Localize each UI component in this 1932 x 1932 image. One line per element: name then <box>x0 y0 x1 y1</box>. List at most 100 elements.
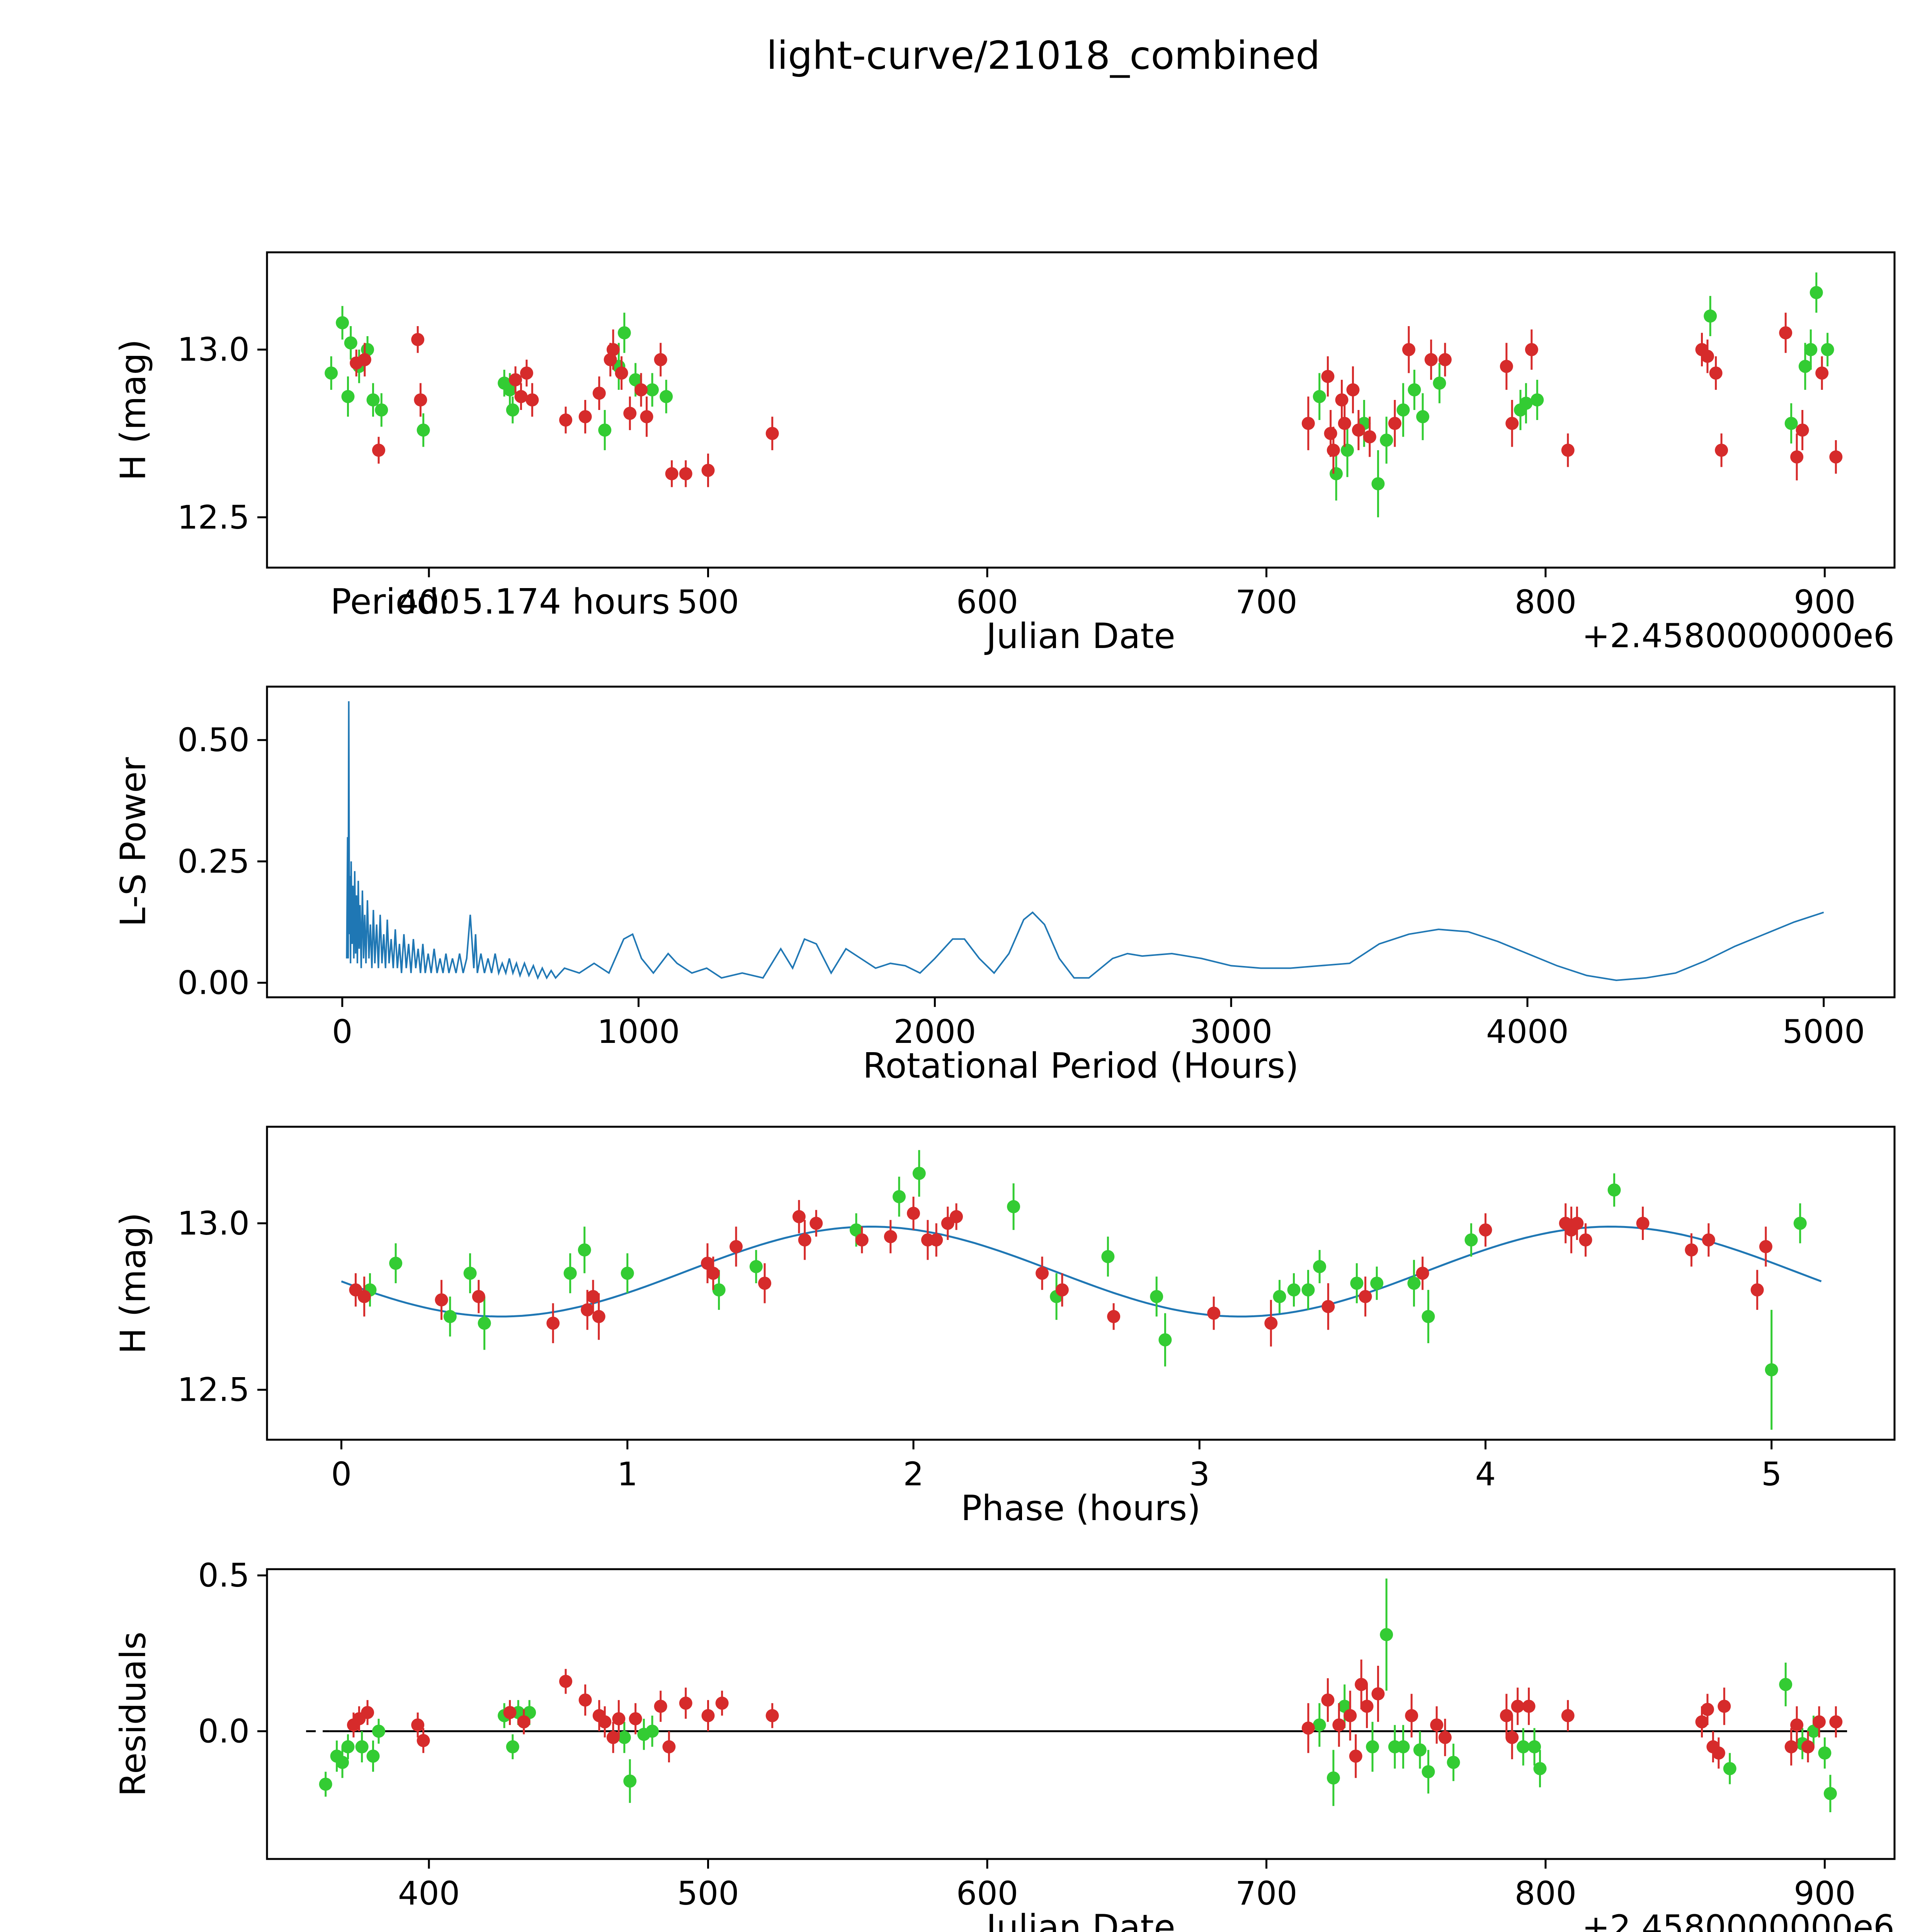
x-tick-label: 700 <box>1235 1874 1297 1912</box>
data-point <box>1402 343 1415 356</box>
sine-fit-line <box>341 1225 1822 1318</box>
axis-frame <box>266 685 1896 998</box>
x-tick-label: 2 <box>903 1455 923 1493</box>
x-tick-label: 4 <box>1475 1455 1496 1493</box>
data-point <box>503 1706 517 1719</box>
data-point <box>592 1310 605 1323</box>
data-point <box>341 1740 355 1753</box>
data-point <box>1695 1715 1709 1729</box>
data-point <box>1370 1277 1384 1290</box>
data-point <box>503 383 517 396</box>
data-point <box>1804 343 1818 356</box>
data-point <box>1531 393 1544 406</box>
period-annotation: Period: 5.174 hours <box>330 582 670 622</box>
data-point <box>617 1731 631 1744</box>
data-point <box>1396 1740 1410 1753</box>
lightcurve-y-axis-label: H (mag) <box>113 339 154 481</box>
data-point <box>606 343 620 356</box>
data-point <box>1823 1787 1837 1800</box>
data-point <box>1424 353 1438 366</box>
data-point <box>563 1267 577 1280</box>
data-point <box>1561 1709 1575 1723</box>
lomb-scargle-periodogram-panel: 0 1000 2000 3000 4000 5000 0.00 0.25 0.50 <box>177 685 1896 1051</box>
data-point <box>706 1267 720 1280</box>
data-point <box>336 316 349 330</box>
data-point <box>749 1260 763 1273</box>
data-point <box>1330 467 1343 480</box>
data-point <box>1422 1765 1435 1779</box>
y-tick-label: 0.0 <box>198 1712 250 1750</box>
lightcurve-x-axis-label: Julian Date <box>986 616 1175 656</box>
data-point <box>1712 1746 1725 1760</box>
data-point <box>1438 353 1452 366</box>
data-point <box>1350 1277 1364 1290</box>
data-point <box>1479 1223 1492 1237</box>
data-point <box>606 1731 620 1744</box>
data-point <box>906 1207 920 1220</box>
phase-y-axis-label: H (mag) <box>113 1212 154 1354</box>
x-tick-label: 700 <box>1235 583 1297 621</box>
data-point <box>578 410 592 423</box>
data-point <box>411 1718 425 1732</box>
data-point <box>1301 417 1315 430</box>
data-point <box>1371 1687 1385 1701</box>
residuals-x-axis-label: Julian Date <box>986 1907 1175 1932</box>
residuals-x-offset-label: +2.4580000000e6 <box>1582 1908 1895 1932</box>
data-point <box>1784 417 1798 430</box>
data-point <box>1355 1678 1368 1691</box>
data-point <box>1301 1721 1315 1735</box>
data-point <box>679 1696 692 1710</box>
data-point <box>1338 417 1351 430</box>
data-point <box>1570 1216 1584 1230</box>
data-point <box>1380 1628 1393 1641</box>
data-point <box>1561 444 1575 457</box>
data-point <box>1344 1709 1357 1723</box>
data-point <box>357 1290 371 1303</box>
data-point <box>1500 360 1513 373</box>
residuals-panel: 400 500 600 700 800 900 0.0 0.5 <box>198 1556 1896 1912</box>
data-point <box>679 467 692 480</box>
data-point <box>1759 1240 1772 1253</box>
data-point <box>629 1712 642 1726</box>
periodogram-y-axis-label: L-S Power <box>113 757 154 927</box>
data-point <box>912 1167 926 1180</box>
data-point <box>1829 450 1843 464</box>
data-point <box>660 390 673 403</box>
data-point <box>798 1233 811 1247</box>
data-point <box>506 1740 519 1753</box>
data-point <box>1798 360 1812 373</box>
data-point <box>1821 343 1834 356</box>
periodogram-line <box>346 701 1824 981</box>
data-point <box>1579 1233 1592 1247</box>
data-point <box>1321 370 1335 383</box>
data-point <box>715 1696 729 1710</box>
x-tick-label: 1000 <box>597 1013 680 1051</box>
data-point <box>417 423 430 437</box>
data-point <box>1340 444 1354 457</box>
data-point <box>1636 1216 1650 1230</box>
x-tick-label: 800 <box>1515 583 1577 621</box>
data-point <box>598 1715 612 1729</box>
data-point <box>478 1316 491 1330</box>
x-tick-label: 800 <box>1515 1874 1577 1912</box>
data-point <box>1332 1718 1346 1732</box>
lightcurve-x-offset-label: +2.4580000000e6 <box>1582 617 1895 655</box>
data-point <box>514 390 528 403</box>
data-point <box>730 1240 743 1253</box>
data-point <box>1522 1699 1536 1713</box>
data-point <box>1525 343 1538 356</box>
data-point <box>1779 326 1793 340</box>
data-point <box>892 1190 906 1203</box>
x-tick-label: 900 <box>1794 583 1855 621</box>
data-point <box>1779 1678 1793 1691</box>
data-point <box>472 1290 485 1303</box>
data-point <box>1273 1290 1286 1303</box>
x-tick-label: 900 <box>1794 1874 1855 1912</box>
phase-x-axis-label: Phase (hours) <box>961 1488 1201 1529</box>
x-tick-label: 3 <box>1189 1455 1209 1493</box>
data-point <box>623 1774 637 1788</box>
data-point <box>341 390 355 403</box>
periodogram-x-axis-label: Rotational Period (Hours) <box>862 1046 1299 1086</box>
